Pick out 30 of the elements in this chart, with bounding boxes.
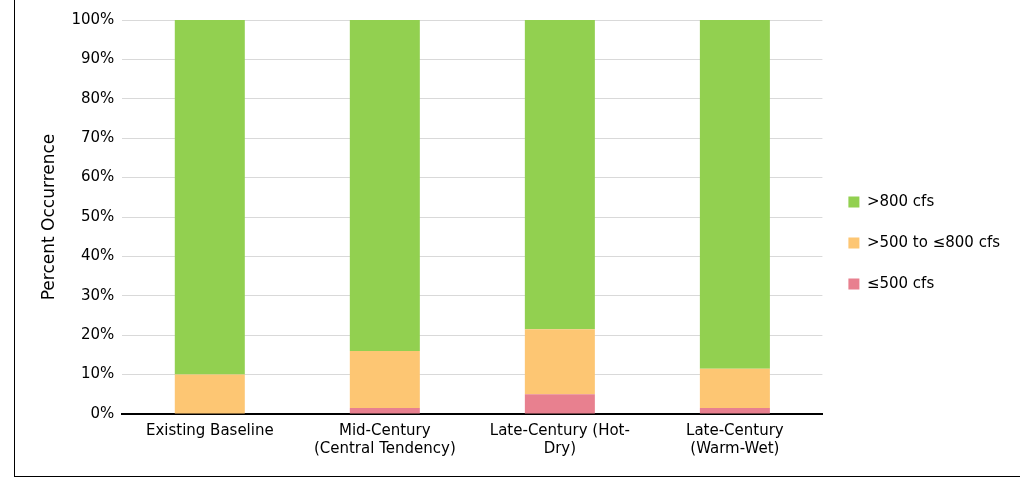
- bar: [524, 329, 595, 395]
- y-tick-label: 90%: [80, 49, 115, 68]
- legend-label: >500 to ≤800 cfs: [866, 232, 1001, 251]
- bar: [349, 408, 420, 414]
- y-tick-label: 30%: [80, 285, 115, 304]
- y-tick-label: 60%: [80, 167, 115, 186]
- bar: [699, 20, 770, 369]
- x-tick-label: Existing Baseline: [145, 420, 274, 439]
- y-tick-label: 100%: [71, 9, 115, 28]
- bar: [174, 20, 245, 375]
- y-axis-title: Percent Occurrence: [37, 133, 58, 301]
- y-tick-label: 50%: [80, 206, 115, 225]
- legend-label: >800 cfs: [866, 191, 935, 210]
- y-tick-label: 10%: [80, 364, 115, 383]
- bar: [349, 20, 420, 351]
- y-tick-label: 20%: [80, 325, 115, 344]
- legend-label: ≤500 cfs: [866, 273, 935, 292]
- bar: [349, 350, 420, 409]
- bar: [524, 20, 595, 330]
- bar: [699, 368, 770, 409]
- y-tick-label: 0%: [90, 403, 115, 422]
- x-tick-label: Mid-Century (Central Tendency): [313, 420, 456, 457]
- bar: [174, 374, 245, 414]
- x-tick-label: Late-Century (Hot-Dry): [489, 420, 630, 457]
- y-tick-label: 80%: [80, 88, 115, 107]
- bar: [699, 408, 770, 414]
- y-tick-label: 70%: [80, 128, 115, 147]
- x-tick-label: Late-Century (Warm-Wet): [686, 420, 784, 457]
- y-tick-label: 40%: [80, 246, 115, 265]
- bar: [524, 394, 595, 414]
